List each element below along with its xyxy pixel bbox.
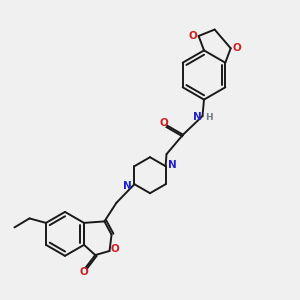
Text: H: H [205, 113, 213, 122]
Text: N: N [123, 181, 132, 191]
Text: N: N [193, 112, 202, 122]
Text: O: O [232, 43, 241, 53]
Text: O: O [80, 267, 88, 277]
Text: N: N [168, 160, 177, 170]
Text: O: O [159, 118, 168, 128]
Text: O: O [110, 244, 119, 254]
Text: O: O [188, 31, 197, 41]
